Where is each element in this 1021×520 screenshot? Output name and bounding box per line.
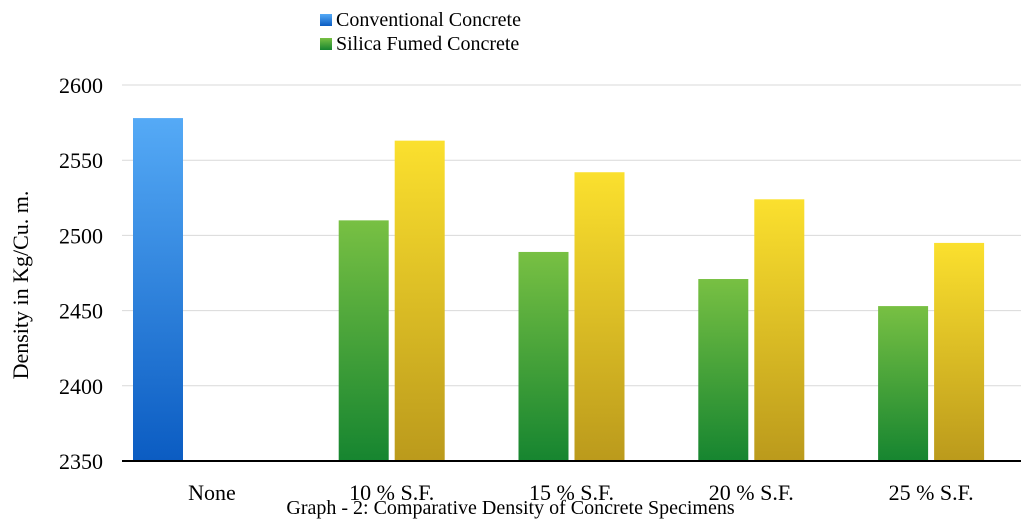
tick-labels: 2350 2400 2450 2500 2550 2600 None 10 % S.F. 15 …	[59, 73, 974, 505]
bars	[122, 118, 1021, 462]
legend: Conventional Concrete Silica Fumed Concr…	[320, 8, 521, 56]
y-tick-label: 2500	[59, 223, 103, 248]
legend-swatch-green	[320, 38, 332, 50]
legend-item-silica: Silica Fumed Concrete	[320, 32, 521, 56]
y-axis-label: Density in Kg/Cu. m.	[8, 191, 33, 380]
legend-swatch-blue	[320, 14, 332, 26]
y-tick-label: 2600	[59, 73, 103, 98]
bar-silica-fumed	[878, 306, 929, 461]
legend-label-conventional: Conventional Concrete	[336, 9, 521, 31]
x-tick-label: None	[188, 480, 236, 505]
bar-series-3	[574, 172, 625, 461]
y-tick-label: 2400	[59, 374, 103, 399]
gridlines	[122, 84, 1021, 387]
x-tick-label: 20 % S.F.	[709, 480, 794, 505]
y-tick-label: 2350	[59, 449, 103, 474]
bar-silica-fumed	[518, 251, 569, 461]
legend-item-conventional: Conventional Concrete	[320, 8, 521, 32]
legend-label-silica: Silica Fumed Concrete	[336, 33, 520, 55]
bar-series-3	[934, 242, 985, 461]
chart-caption: Graph - 2: Comparative Density of Concre…	[286, 497, 735, 519]
x-tick-label: 10 % S.F.	[349, 480, 434, 505]
bar-silica-fumed	[338, 220, 389, 461]
y-tick-label: 2450	[59, 299, 103, 324]
bar-silica-fumed	[698, 279, 749, 461]
x-tick-label: 25 % S.F.	[889, 480, 974, 505]
x-tick-label: 15 % S.F.	[529, 480, 614, 505]
bar-series-3	[394, 140, 445, 461]
bar-series-3	[754, 199, 805, 461]
y-tick-label: 2550	[59, 148, 103, 173]
bar-conventional	[133, 118, 183, 461]
